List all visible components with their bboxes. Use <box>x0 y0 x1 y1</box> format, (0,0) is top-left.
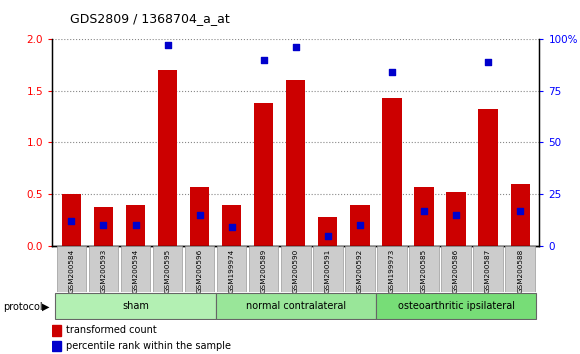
Point <box>67 218 76 224</box>
Bar <box>190 187 209 246</box>
Point <box>259 57 269 63</box>
FancyBboxPatch shape <box>249 246 278 292</box>
Bar <box>126 205 145 246</box>
Text: GSM200588: GSM200588 <box>517 249 523 292</box>
Bar <box>318 217 338 246</box>
Text: GSM200594: GSM200594 <box>133 249 139 292</box>
Bar <box>414 187 434 246</box>
Text: GSM200591: GSM200591 <box>325 249 331 292</box>
Point <box>323 233 332 239</box>
Bar <box>222 205 241 246</box>
Text: GSM200589: GSM200589 <box>261 249 267 292</box>
Text: GSM200595: GSM200595 <box>165 249 171 292</box>
FancyBboxPatch shape <box>216 293 376 319</box>
FancyBboxPatch shape <box>505 246 535 292</box>
Bar <box>52 325 61 336</box>
FancyBboxPatch shape <box>57 246 86 292</box>
FancyBboxPatch shape <box>376 293 536 319</box>
Text: GSM199973: GSM199973 <box>389 249 395 292</box>
Text: normal contralateral: normal contralateral <box>246 301 346 311</box>
Text: sham: sham <box>122 301 149 311</box>
FancyBboxPatch shape <box>409 246 438 292</box>
Point <box>387 69 397 75</box>
Bar <box>158 70 177 246</box>
Text: osteoarthritic ipsilateral: osteoarthritic ipsilateral <box>397 301 514 311</box>
FancyBboxPatch shape <box>377 246 407 292</box>
FancyBboxPatch shape <box>345 246 375 292</box>
FancyBboxPatch shape <box>121 246 150 292</box>
Point <box>163 42 172 48</box>
Text: GSM200585: GSM200585 <box>421 249 427 292</box>
Text: GSM200584: GSM200584 <box>68 249 74 292</box>
Point <box>99 223 108 228</box>
Text: GDS2809 / 1368704_a_at: GDS2809 / 1368704_a_at <box>70 12 229 25</box>
Point <box>291 44 300 50</box>
Point <box>195 212 204 218</box>
Bar <box>447 192 466 246</box>
Text: protocol: protocol <box>3 302 42 312</box>
Text: GSM200593: GSM200593 <box>100 249 107 292</box>
Point <box>356 223 365 228</box>
Text: ▶: ▶ <box>42 302 49 312</box>
FancyBboxPatch shape <box>217 246 246 292</box>
Point <box>516 208 525 214</box>
Bar <box>382 98 401 246</box>
Point <box>227 224 236 230</box>
Bar <box>52 341 61 352</box>
Text: GSM200590: GSM200590 <box>293 249 299 292</box>
Bar <box>478 109 498 246</box>
FancyBboxPatch shape <box>185 246 215 292</box>
Bar <box>350 205 369 246</box>
FancyBboxPatch shape <box>153 246 182 292</box>
Text: GSM200592: GSM200592 <box>357 249 363 292</box>
FancyBboxPatch shape <box>89 246 118 292</box>
FancyBboxPatch shape <box>441 246 471 292</box>
FancyBboxPatch shape <box>281 246 310 292</box>
FancyBboxPatch shape <box>56 293 216 319</box>
FancyBboxPatch shape <box>473 246 503 292</box>
Bar <box>510 184 530 246</box>
Text: GSM200587: GSM200587 <box>485 249 491 292</box>
Point <box>419 208 429 214</box>
Text: percentile rank within the sample: percentile rank within the sample <box>66 341 231 352</box>
Text: transformed count: transformed count <box>66 325 157 336</box>
Point <box>484 59 493 64</box>
Text: GSM200596: GSM200596 <box>197 249 202 292</box>
FancyBboxPatch shape <box>313 246 343 292</box>
Text: GSM200586: GSM200586 <box>453 249 459 292</box>
Point <box>451 212 461 218</box>
Point <box>131 223 140 228</box>
Bar <box>286 80 306 246</box>
Text: GSM199974: GSM199974 <box>229 249 235 292</box>
Bar <box>62 194 81 246</box>
Bar <box>94 207 113 246</box>
Bar <box>254 103 273 246</box>
